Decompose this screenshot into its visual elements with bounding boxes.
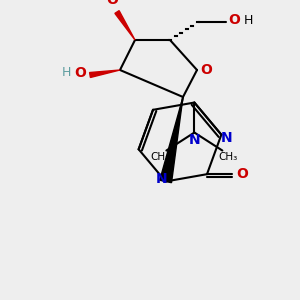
Text: CH₃: CH₃	[219, 152, 238, 161]
Text: N: N	[220, 131, 232, 145]
Text: CH₃: CH₃	[151, 152, 170, 161]
Text: O: O	[106, 0, 118, 7]
Text: H: H	[61, 67, 71, 80]
Text: H: H	[243, 14, 253, 26]
Polygon shape	[115, 11, 135, 40]
Polygon shape	[90, 70, 120, 77]
Text: O: O	[236, 167, 248, 181]
Text: N: N	[189, 133, 200, 146]
Text: O: O	[228, 13, 240, 27]
Text: N: N	[156, 172, 167, 187]
Text: O: O	[200, 63, 212, 77]
Text: O: O	[74, 66, 86, 80]
Polygon shape	[160, 97, 183, 183]
